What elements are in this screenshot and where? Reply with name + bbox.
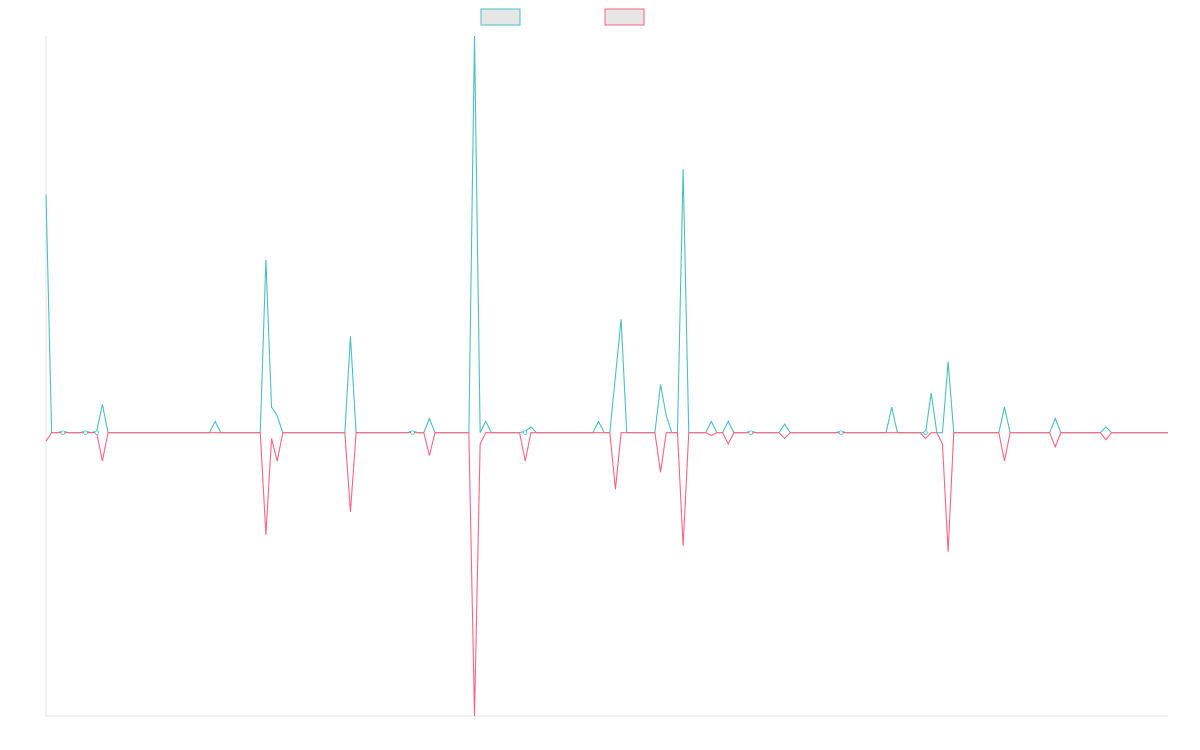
series-1-point <box>838 430 844 435</box>
series-1-point <box>923 430 928 435</box>
series-1-point <box>60 430 66 435</box>
series-1-point <box>523 430 528 435</box>
series-1-point <box>83 430 88 435</box>
legend <box>480 8 645 26</box>
axes <box>45 36 1168 717</box>
legend-swatch-1 <box>480 8 521 26</box>
series-1-point <box>94 430 99 435</box>
series-layer <box>45 35 1168 717</box>
series-1-point <box>748 430 753 435</box>
legend-swatch-2 <box>604 8 645 26</box>
series-1-point <box>410 430 415 435</box>
series-1-line <box>45 35 1168 434</box>
series-2-line <box>45 432 1168 717</box>
